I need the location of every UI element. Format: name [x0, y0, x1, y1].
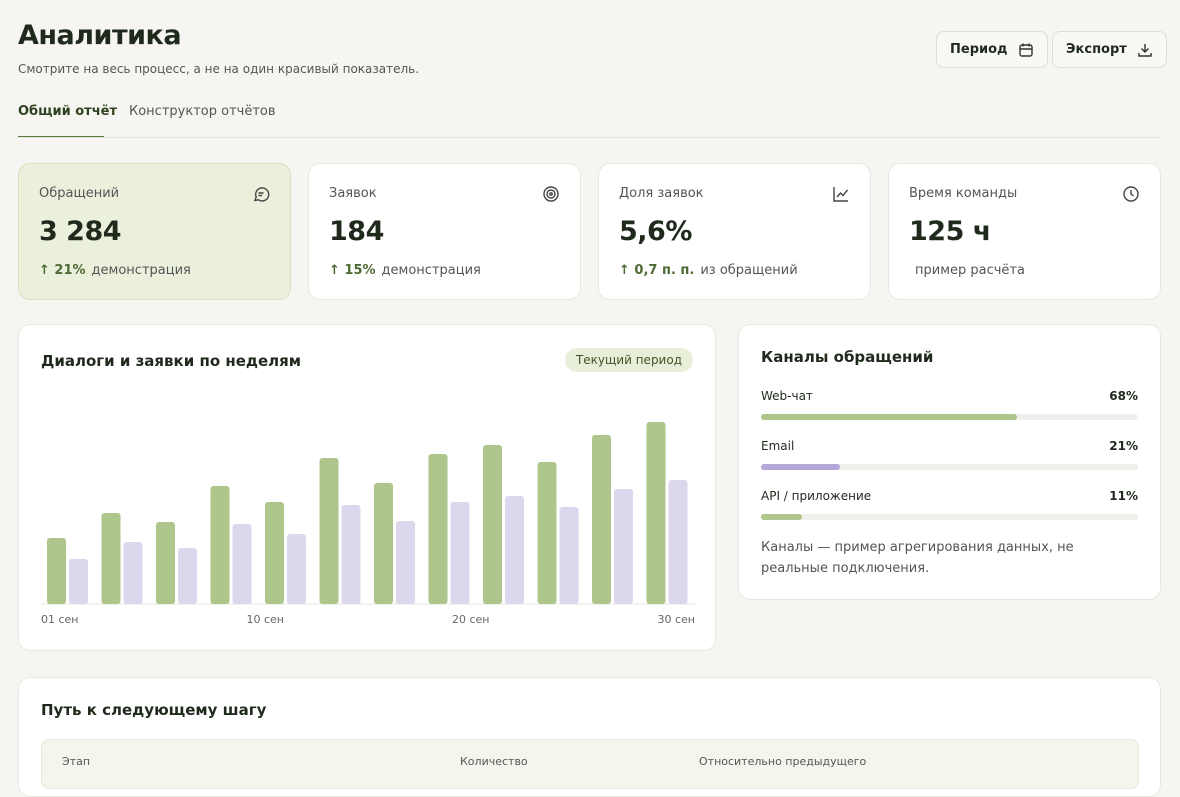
kpi-value: 125 ч [909, 216, 991, 247]
channel-value: 21% [1109, 439, 1138, 453]
kpi-delta: ↑ 15% [329, 263, 376, 278]
channels-note: Каналы — пример агрегирования данных, не… [761, 540, 1074, 576]
progress-fill [761, 414, 1018, 420]
kpi-icon [832, 185, 850, 207]
kpi-value: 184 [329, 216, 384, 247]
export-button[interactable]: Экспорт [1052, 31, 1167, 68]
bar [450, 502, 470, 604]
bar [396, 521, 415, 604]
bar [374, 483, 393, 604]
button-label: Экспорт [1066, 42, 1127, 57]
column-header: Этап [62, 755, 91, 768]
kpi-icon [1122, 185, 1140, 207]
kpi-card: Заявок 184 ↑ 15% демонстрация [308, 163, 581, 300]
kpi-note: демонстрация [381, 263, 481, 278]
kpi-delta: ↑ 0,7 п. п. [619, 263, 695, 278]
bar-chart [41, 422, 695, 605]
kpi-note: пример расчёта [915, 263, 1025, 278]
progress-track [761, 464, 1138, 470]
chart-title: Диалоги и заявки по неделям [41, 352, 302, 370]
table-header: Этап Количество Относительно предыдущего [41, 739, 1139, 789]
x-tick-label: 20 сен [451, 613, 490, 626]
kpi-card: Время команды 125 ч пример расчёта [888, 163, 1161, 300]
channels-title: Каналы обращений [761, 348, 934, 366]
bar [428, 454, 448, 604]
icon [253, 187, 270, 202]
kpi-label: Время команды [909, 186, 1018, 201]
page: Аналитика Смотрите на весь процесс, а не… [18, 20, 1167, 797]
bar [668, 480, 688, 604]
channel-name: Email [761, 439, 795, 453]
kpi-label: Обращений [39, 186, 120, 201]
kpi-label: Заявок [329, 186, 377, 201]
kpi-icon [542, 185, 560, 207]
funnel-card: Путь к следующему шагу Этап Количество О… [18, 677, 1161, 797]
bar [156, 522, 175, 604]
kpi-card: Обращений 3 284 ↑ 21% демонстрация [18, 163, 291, 300]
x-tick-label: 01 сен [41, 613, 79, 626]
progress-fill [761, 464, 841, 470]
x-tick-label: 10 сен [246, 613, 284, 626]
progress-fill [761, 514, 803, 520]
tab-active[interactable]: Общий отчёт [18, 104, 117, 119]
bar [559, 507, 579, 604]
kpi-note: демонстрация [91, 263, 191, 278]
kpi-label: Доля заявок [619, 186, 704, 201]
bar [232, 524, 252, 604]
calendar-icon [1018, 43, 1033, 57]
kpi-delta-row: ↑ 0,7 п. п. из обращений [619, 263, 798, 278]
channel-value: 11% [1109, 489, 1138, 503]
tab[interactable]: Конструктор отчётов [129, 104, 276, 119]
bar [69, 559, 88, 604]
progress-track [761, 514, 1138, 520]
kpi-delta-row: пример расчёта [909, 263, 1025, 278]
channel-value: 68% [1109, 389, 1138, 403]
subtitle: Смотрите на весь процесс, а не на один к… [18, 62, 420, 76]
bar [505, 496, 524, 604]
bar [646, 422, 666, 604]
tab-divider [18, 137, 1161, 138]
column-header: Относительно предыдущего [699, 755, 867, 768]
kpi-delta-row: ↑ 21% демонстрация [39, 263, 191, 278]
bar [47, 538, 66, 604]
icon [1123, 186, 1139, 202]
bar [341, 505, 361, 604]
bar [101, 513, 121, 604]
icon [833, 187, 849, 202]
button-label: Период [950, 42, 1008, 57]
kpi-value: 5,6% [619, 216, 692, 247]
kpi-card: Доля заявок 5,6% ↑ 0,7 п. п. из обращений [598, 163, 871, 300]
bar [319, 458, 339, 604]
bar [178, 548, 197, 604]
progress-track [761, 414, 1138, 420]
period-button[interactable]: Период [936, 31, 1048, 68]
funnel-title: Путь к следующему шагу [41, 701, 267, 719]
bar [123, 542, 143, 604]
bar [614, 489, 633, 604]
bar [287, 534, 306, 604]
bar [210, 486, 230, 604]
kpi-note: из обращений [700, 263, 798, 278]
channel-name: Web-чат [761, 389, 813, 403]
x-tick-label: 30 сен [657, 613, 695, 626]
period-badge: Текущий период [564, 348, 693, 372]
icon [543, 186, 559, 202]
channels-card: Каналы обращений Web-чат 68% Email 21% API /… [738, 324, 1161, 600]
kpi-value: 3 284 [39, 216, 122, 247]
chart-card: Диалоги и заявки по неделям Текущий пери… [18, 324, 716, 651]
kpi-icon [252, 185, 270, 207]
bar [592, 435, 611, 604]
bar [265, 502, 284, 604]
page-title: Аналитика [18, 20, 182, 51]
kpi-delta-row: ↑ 15% демонстрация [329, 263, 481, 278]
bar [483, 445, 502, 604]
download-icon [1138, 43, 1152, 57]
channel-name: API / приложение [761, 489, 872, 503]
bar [537, 462, 557, 604]
x-axis: 01 сен 10 сен 20 сен 30 сен [41, 613, 695, 626]
kpi-delta: ↑ 21% [39, 263, 86, 278]
column-header: Количество [460, 755, 528, 768]
